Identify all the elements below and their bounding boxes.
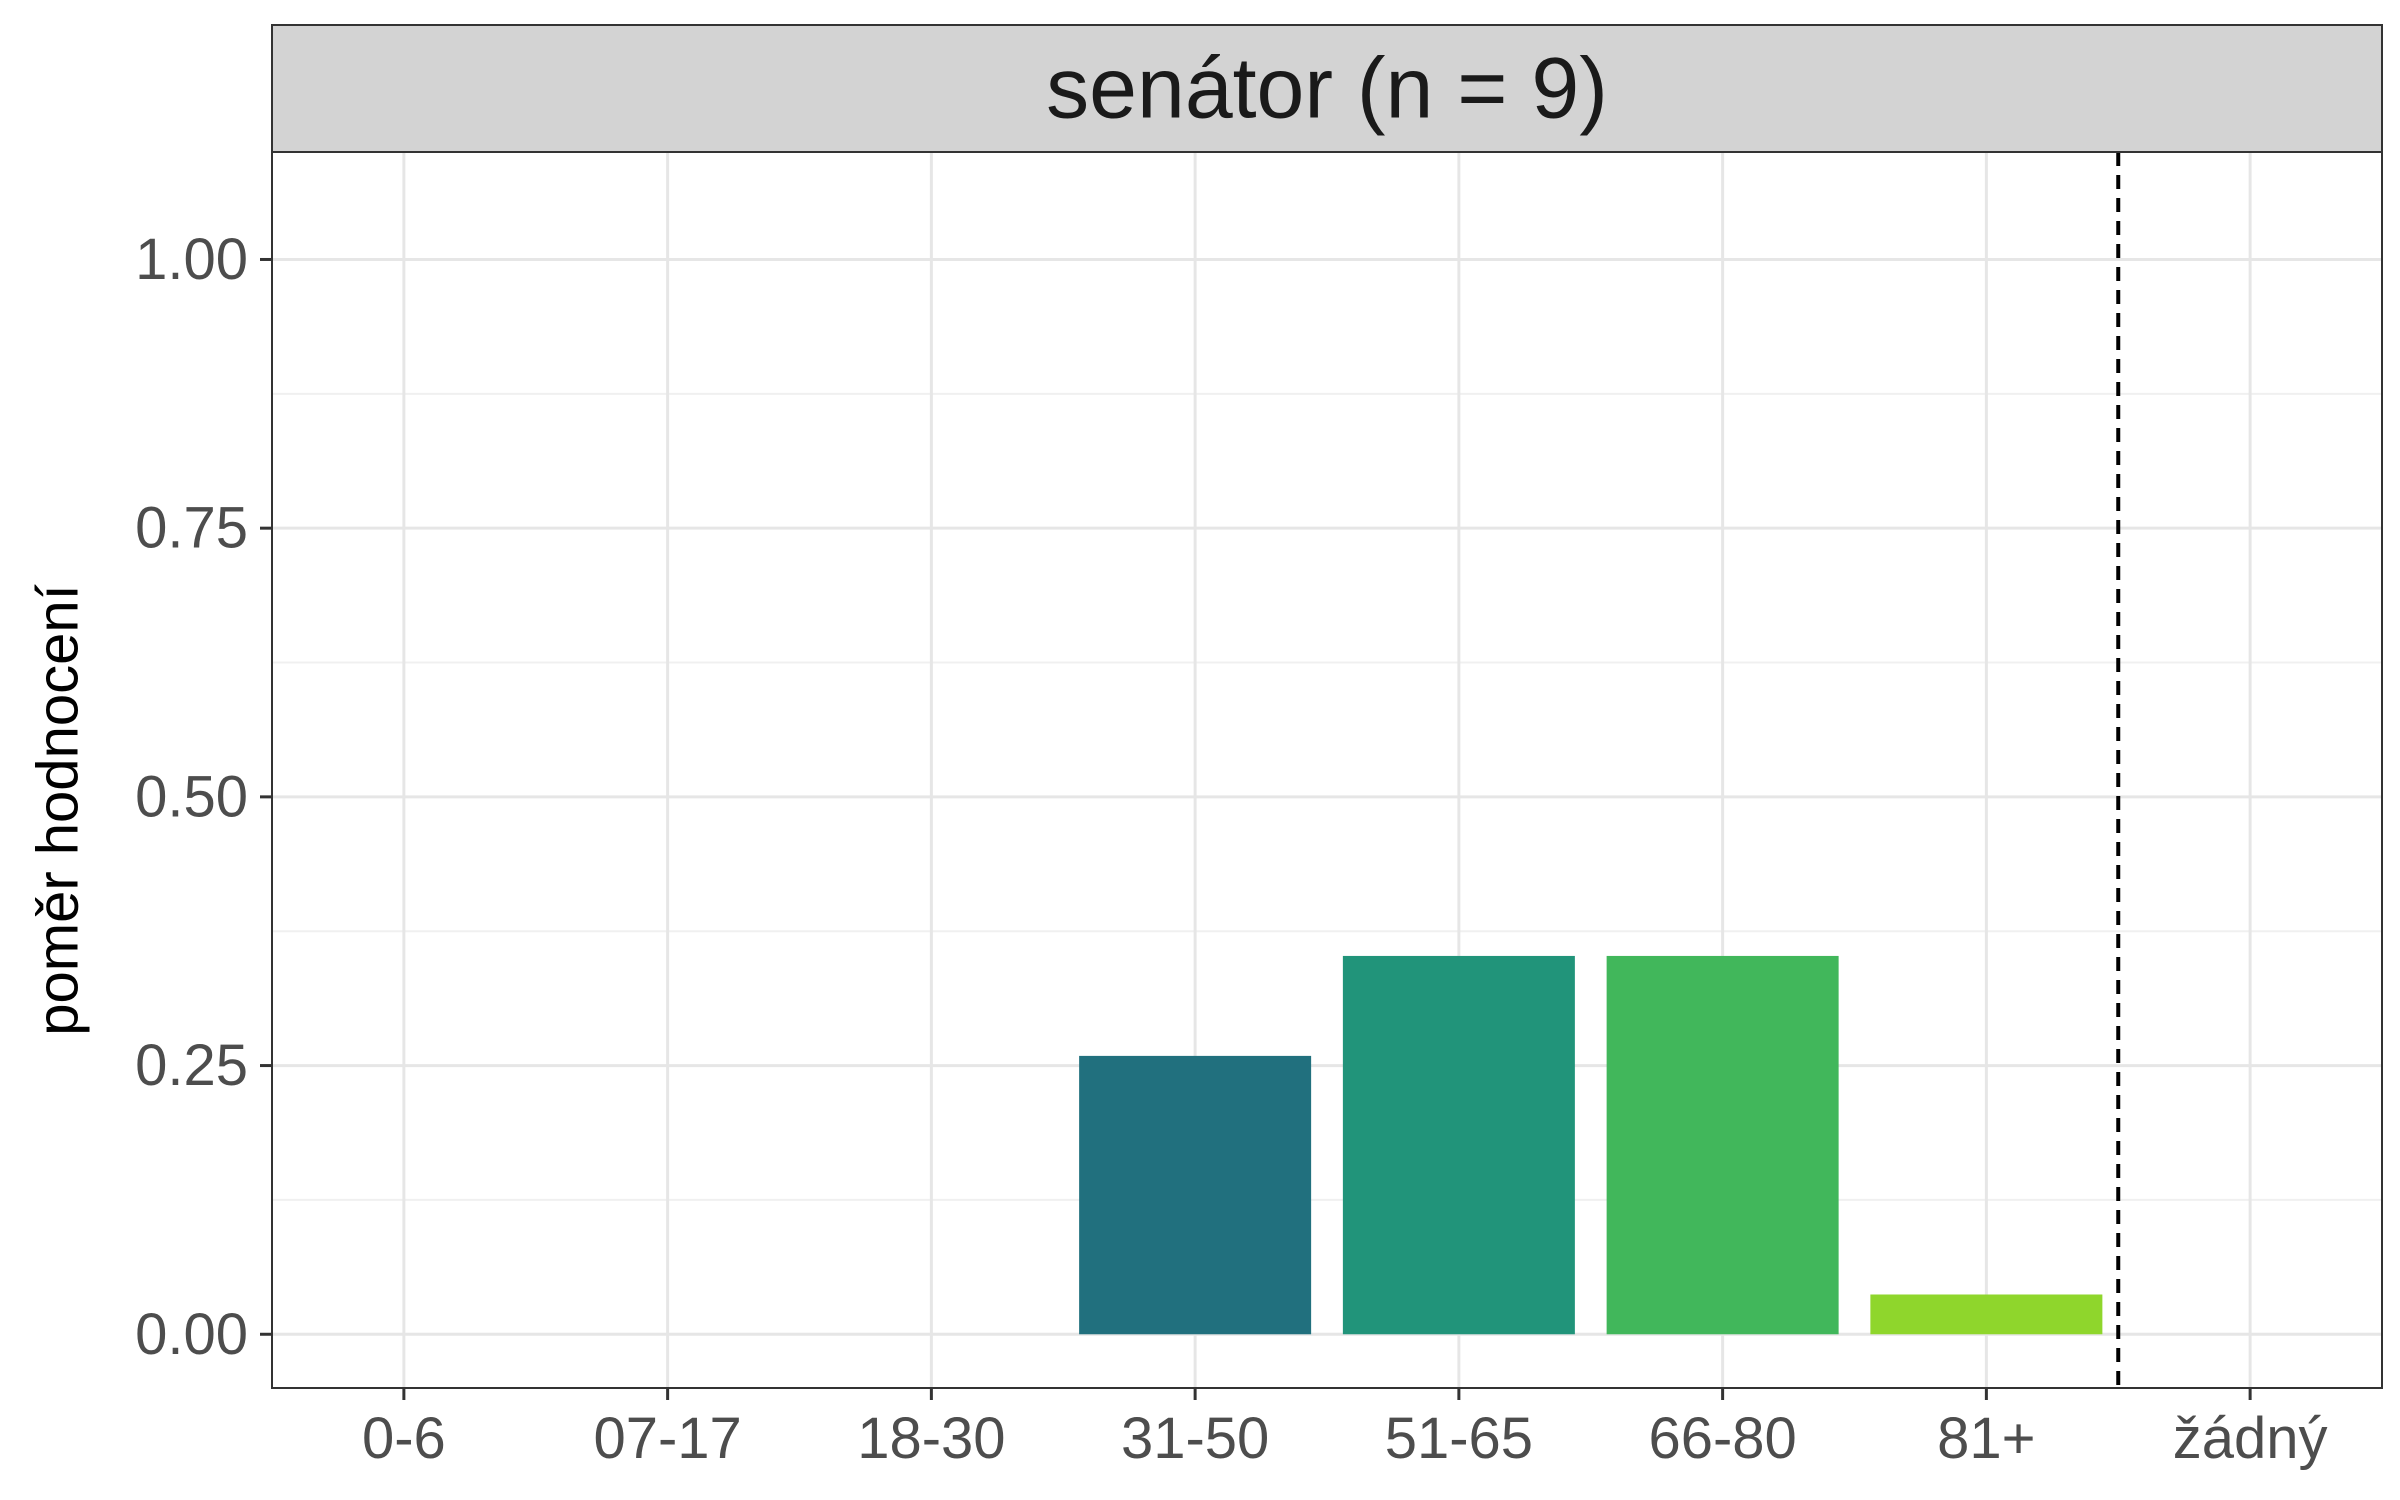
bar-31-50: [1079, 1055, 1312, 1335]
facet-strip: [271, 24, 2383, 153]
x-tick-label: 31-50: [1121, 1406, 1269, 1471]
y-tick-label: 0.50: [135, 764, 248, 829]
y-tick-label: 0.00: [135, 1302, 248, 1367]
bar-81+: [1870, 1294, 2103, 1335]
x-tick-label: 51-65: [1385, 1406, 1533, 1471]
grid-lines: [272, 152, 2382, 1388]
x-tick-label: žádný: [2173, 1406, 2328, 1471]
x-tick-label: 0-6: [362, 1406, 446, 1471]
y-tick-label: 0.75: [135, 496, 248, 561]
x-tick-label: 66-80: [1648, 1406, 1796, 1471]
bar-66-80: [1606, 955, 1839, 1335]
y-axis-title: poměr hodnocení: [26, 584, 91, 1035]
x-tick-label: 18-30: [857, 1406, 1005, 1471]
x-tick-label: 07-17: [593, 1406, 741, 1471]
panel-background: [272, 152, 2382, 1388]
axis-ticks: 0.00 0.25 0.50 0.75 1.00 0-6 07-17 18-30 31-50 51…: [135, 227, 2327, 1471]
bars: [1079, 955, 2103, 1335]
bar-51-65: [1342, 955, 1575, 1335]
y-tick-label: 1.00: [135, 227, 248, 292]
y-tick-label: 0.25: [135, 1033, 248, 1098]
facet-strip-title: senátor (n = 9): [1046, 41, 1608, 137]
x-tick-label: 81+: [1937, 1406, 2035, 1471]
